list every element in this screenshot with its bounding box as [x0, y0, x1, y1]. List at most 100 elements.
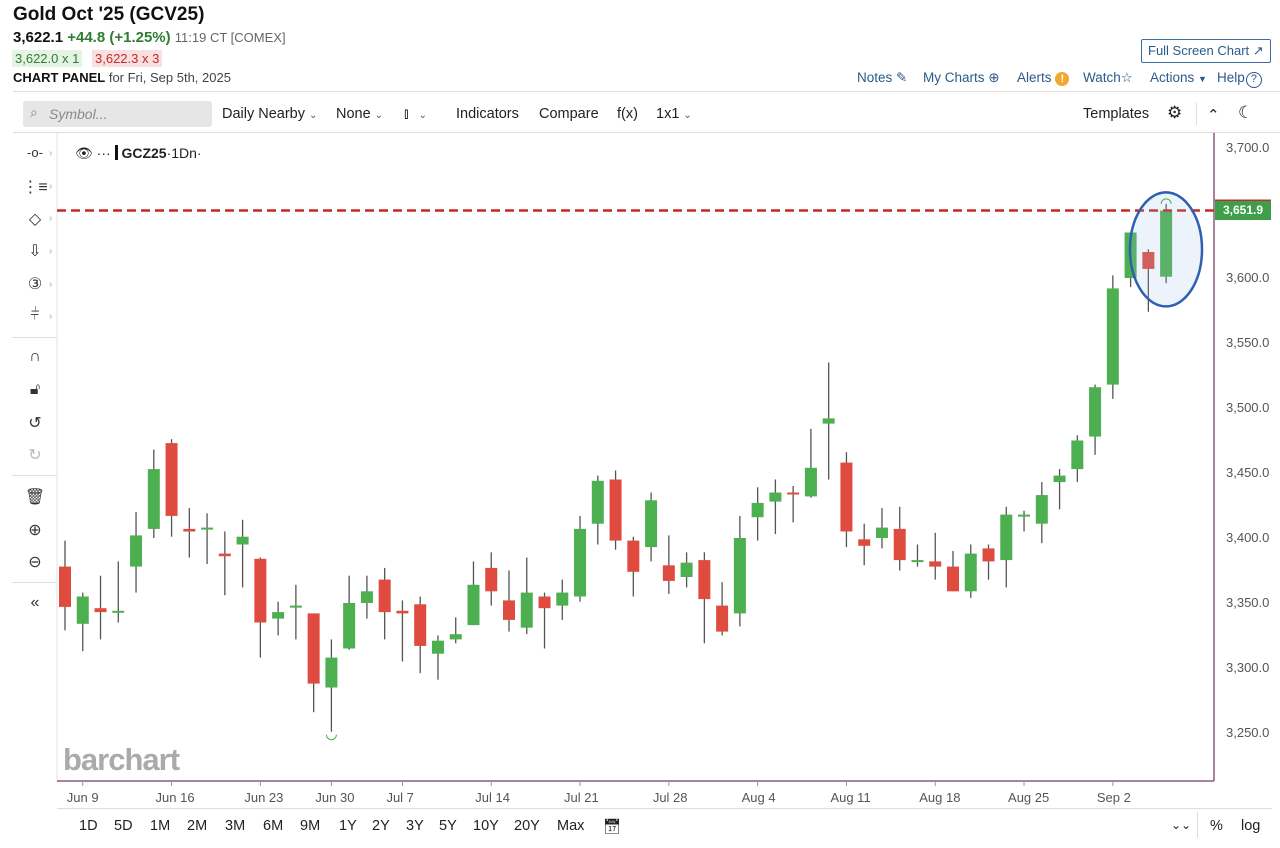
layout-dropdown[interactable]: 1x1 ⌄: [656, 106, 692, 122]
x-tick-label: Jul 7: [386, 790, 414, 805]
candle-body: [822, 418, 835, 424]
range-button-5d[interactable]: 5D: [114, 818, 133, 834]
range-button-3m[interactable]: 3M: [225, 818, 246, 834]
redo-icon[interactable]: ↻: [28, 447, 42, 464]
range-button-2y[interactable]: 2Y: [372, 818, 390, 834]
highlight-ellipse: [1128, 191, 1204, 308]
legend-symbol: GCZ25: [121, 145, 167, 161]
shapes-tool-icon[interactable]: ◇: [28, 211, 42, 228]
y-tick-label: 3,450.0: [1226, 465, 1270, 480]
eye-icon[interactable]: 👁︎: [75, 145, 93, 161]
trash-icon[interactable]: 🗑︎: [24, 489, 46, 506]
chevron-right-icon: ›: [49, 181, 53, 192]
range-button-6m[interactable]: 6M: [263, 818, 284, 834]
chart-type-dropdown[interactable]: ⫾ ⌄: [404, 106, 427, 122]
candle-body: [1160, 210, 1173, 277]
high-marker: [1160, 198, 1172, 204]
actions-menu[interactable]: Actions ▼: [1150, 70, 1207, 85]
full-screen-chart-button[interactable]: Full Screen Chart ↗: [1141, 39, 1271, 63]
period-dropdown[interactable]: Daily Nearby ⌄: [222, 106, 317, 122]
candle-body: [751, 502, 764, 518]
price-change: +44.8 (+1.25%): [67, 29, 171, 46]
star-icon: ☆: [1120, 70, 1133, 85]
percent-toggle[interactable]: %: [1210, 818, 1223, 834]
crosshair-tool-icon[interactable]: -o-: [27, 145, 43, 160]
range-button-1m[interactable]: 1M: [150, 818, 171, 834]
x-tick-label: Jul 21: [564, 790, 599, 805]
range-button-2m[interactable]: 2M: [187, 818, 208, 834]
compare-button[interactable]: Compare: [539, 106, 599, 122]
candle-body: [343, 603, 356, 649]
candle-body: [698, 560, 711, 600]
candle-body: [716, 605, 729, 632]
alerts-link[interactable]: Alerts !: [1017, 70, 1070, 86]
symbol-search-input[interactable]: ⌕ Symbol...: [23, 101, 212, 127]
y-tick-label: 3,250.0: [1226, 725, 1270, 740]
candle-body: [414, 604, 427, 646]
panel-title: CHART PANEL: [13, 70, 106, 85]
chevron-right-icon: ›: [49, 246, 53, 257]
notes-link[interactable]: Notes ✎: [857, 70, 907, 86]
legend-interval: ·1Dn·: [166, 145, 202, 161]
overlay-label: None: [336, 106, 371, 122]
candle-body: [662, 565, 675, 581]
watch-link[interactable]: Watch☆: [1083, 70, 1133, 86]
candle-body: [147, 469, 160, 529]
last-price-tag: 3,651.9: [1215, 201, 1271, 220]
help-link[interactable]: Help?: [1217, 70, 1262, 88]
candle-body: [431, 640, 444, 654]
candle-body: [1053, 475, 1066, 483]
candle-body: [893, 528, 906, 561]
candle-body: [787, 492, 800, 495]
collapse-up-icon[interactable]: ⌃: [1207, 107, 1220, 124]
zoom-out-icon[interactable]: ⊖: [28, 554, 42, 571]
magnet-icon[interactable]: ∩: [29, 348, 41, 365]
x-tick-label: Aug 11: [830, 790, 871, 805]
candle-body: [130, 535, 143, 567]
alerts-label: Alerts: [1017, 70, 1052, 85]
overlay-dropdown[interactable]: None ⌄: [336, 106, 383, 122]
chevron-right-icon: ›: [49, 213, 53, 224]
range-button-1y[interactable]: 1Y: [339, 818, 357, 834]
gear-icon[interactable]: ⚙: [1167, 103, 1183, 122]
range-button-20y[interactable]: 20Y: [514, 818, 540, 834]
expand-down-icon[interactable]: ⌄⌄: [1171, 818, 1192, 832]
last-price: 3,622.1: [13, 29, 64, 46]
x-tick-label: Jun 23: [244, 790, 284, 805]
divider: [57, 808, 1272, 809]
candle-body: [236, 536, 249, 545]
calendar-icon[interactable]: 📅︎: [603, 819, 622, 835]
trendline-tool-icon[interactable]: ⋮≡: [22, 179, 48, 196]
candlestick-chart[interactable]: [0, 133, 1280, 813]
log-toggle[interactable]: log: [1241, 818, 1261, 834]
zoom-in-icon[interactable]: ⊕: [28, 522, 42, 539]
counter-tool-icon[interactable]: ③: [27, 276, 43, 293]
candle-body: [733, 538, 746, 614]
range-button-5y[interactable]: 5Y: [439, 818, 457, 834]
candle-body: [165, 443, 178, 516]
range-button-10y[interactable]: 10Y: [473, 818, 499, 834]
fibonacci-tool-icon[interactable]: ⫩: [30, 306, 40, 323]
indicators-button[interactable]: Indicators: [456, 106, 519, 122]
range-button-max[interactable]: Max: [557, 818, 585, 834]
range-button-9m[interactable]: 9M: [300, 818, 321, 834]
undo-icon[interactable]: ↺: [28, 415, 42, 432]
watch-label: Watch: [1083, 70, 1121, 85]
more-icon[interactable]: ···: [96, 145, 111, 161]
edit-icon: ✎: [896, 70, 908, 85]
arrow-down-tool-icon[interactable]: ⇩: [28, 243, 42, 260]
help-icon: ?: [1245, 72, 1262, 88]
candle-body: [183, 528, 196, 532]
collapse-left-icon[interactable]: «: [30, 594, 40, 611]
range-button-3y[interactable]: 3Y: [406, 818, 424, 834]
y-tick-label: 3,350.0: [1226, 595, 1270, 610]
unlock-icon[interactable]: 🔓︎: [29, 381, 41, 398]
dark-mode-moon-icon[interactable]: ☾: [1238, 103, 1254, 122]
function-button[interactable]: f(x): [617, 106, 638, 122]
templates-button[interactable]: Templates: [1083, 106, 1150, 122]
range-button-1d[interactable]: 1D: [79, 818, 98, 834]
candle-body: [485, 567, 498, 592]
candle-body: [467, 584, 480, 626]
my-charts-link[interactable]: My Charts ⊕: [923, 70, 1000, 86]
quote-time: 11:19 CT [COMEX]: [174, 30, 286, 45]
